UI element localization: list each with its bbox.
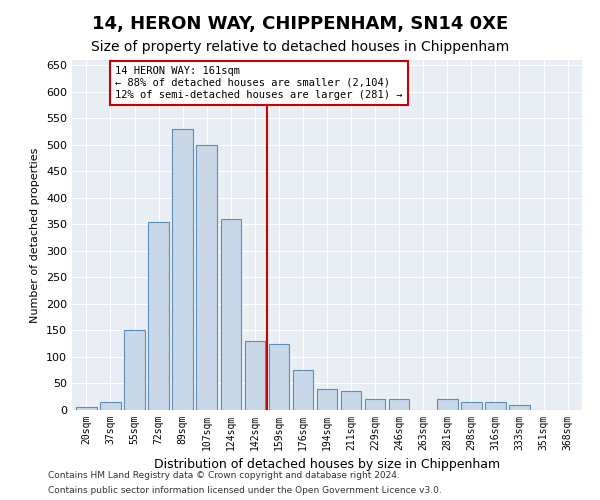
Bar xyxy=(389,400,409,410)
Bar xyxy=(317,389,337,410)
Text: Contains public sector information licensed under the Open Government Licence v3: Contains public sector information licen… xyxy=(48,486,442,495)
Bar xyxy=(124,330,145,410)
Text: 14, HERON WAY, CHIPPENHAM, SN14 0XE: 14, HERON WAY, CHIPPENHAM, SN14 0XE xyxy=(92,15,508,33)
Bar xyxy=(437,400,458,410)
Text: Contains HM Land Registry data © Crown copyright and database right 2024.: Contains HM Land Registry data © Crown c… xyxy=(48,471,400,480)
Bar xyxy=(269,344,289,410)
X-axis label: Distribution of detached houses by size in Chippenham: Distribution of detached houses by size … xyxy=(154,458,500,471)
Bar xyxy=(365,400,385,410)
Bar xyxy=(293,370,313,410)
Text: 14 HERON WAY: 161sqm
← 88% of detached houses are smaller (2,104)
12% of semi-de: 14 HERON WAY: 161sqm ← 88% of detached h… xyxy=(115,66,403,100)
Bar xyxy=(245,341,265,410)
Bar xyxy=(461,402,482,410)
Bar xyxy=(196,145,217,410)
Bar xyxy=(221,219,241,410)
Bar xyxy=(100,402,121,410)
Bar xyxy=(485,402,506,410)
Bar xyxy=(76,408,97,410)
Text: Size of property relative to detached houses in Chippenham: Size of property relative to detached ho… xyxy=(91,40,509,54)
Y-axis label: Number of detached properties: Number of detached properties xyxy=(31,148,40,322)
Bar xyxy=(172,129,193,410)
Bar xyxy=(148,222,169,410)
Bar xyxy=(509,404,530,410)
Bar xyxy=(341,392,361,410)
